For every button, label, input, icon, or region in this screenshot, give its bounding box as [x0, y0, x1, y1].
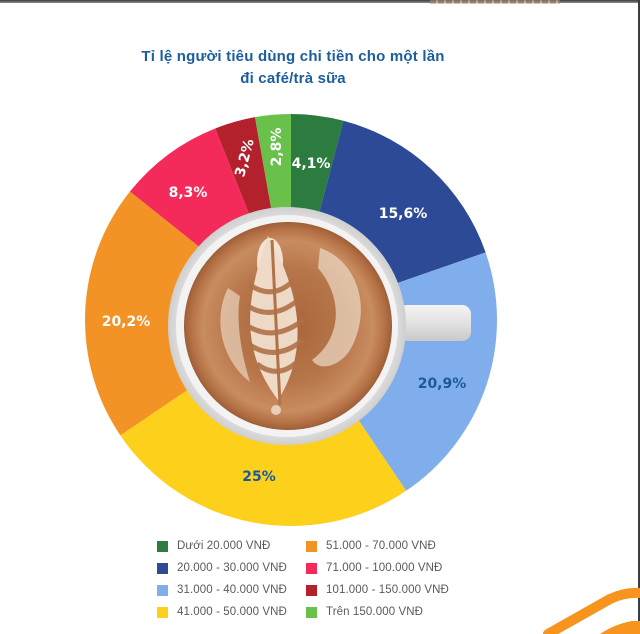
coffee-cup-image [168, 207, 471, 445]
legend-label: 71.000 - 100.000 VNĐ [326, 562, 443, 574]
legend-swatch [306, 540, 317, 552]
legend-swatch [157, 562, 168, 574]
latte-art-icon [220, 236, 361, 415]
slice-value-label: 4,1% [292, 156, 331, 172]
legend-swatch [306, 562, 317, 574]
legend-item: 51.000 - 70.000 VNĐ [306, 538, 477, 554]
slice-value-label: 20,9% [418, 376, 467, 392]
legend-swatch [157, 606, 168, 618]
chart-title: Tỉ lệ người tiêu dùng chi tiền cho một l… [0, 46, 586, 90]
legend-item: 101.000 - 150.000 VNĐ [306, 582, 477, 598]
chart-title-line-1: Tỉ lệ người tiêu dùng chi tiền cho một l… [141, 48, 445, 65]
legend-item: Trên 150.000 VNĐ [306, 604, 477, 620]
legend-swatch [157, 540, 168, 552]
chart-title-line-2: đi café/trà sữa [240, 70, 346, 87]
legend-item: 71.000 - 100.000 VNĐ [306, 560, 477, 576]
slice-value-label: 8,3% [169, 185, 208, 201]
legend-label: 41.000 - 50.000 VNĐ [177, 606, 287, 618]
top-window-bar [0, 0, 640, 3]
slice-value-label: 25% [242, 469, 276, 485]
legend-label: 101.000 - 150.000 VNĐ [326, 584, 449, 596]
faint-header-caption [430, 0, 560, 4]
legend-item: 31.000 - 40.000 VNĐ [157, 582, 306, 598]
legend-label: Trên 150.000 VNĐ [326, 606, 424, 618]
legend-item: Dưới 20.000 VNĐ [157, 538, 306, 554]
legend-label: 51.000 - 70.000 VNĐ [326, 540, 436, 552]
slice-value-label: 15,6% [379, 206, 428, 222]
legend-item: 20.000 - 30.000 VNĐ [157, 560, 306, 576]
legend-swatch [306, 584, 317, 596]
legend-swatch [157, 584, 168, 596]
chart-legend: Dưới 20.000 VNĐ 51.000 - 70.000 VNĐ 20.0… [157, 538, 477, 620]
legend-label: 31.000 - 40.000 VNĐ [177, 584, 287, 596]
right-frame-edge [638, 0, 640, 634]
legend-swatch [306, 606, 317, 618]
cup-handle [398, 305, 471, 341]
legend-label: Dưới 20.000 VNĐ [177, 540, 271, 552]
slice-value-label: 2,8% [269, 128, 285, 167]
legend-label: 20.000 - 30.000 VNĐ [177, 562, 287, 574]
slice-value-label: 20,2% [102, 314, 151, 330]
legend-item: 41.000 - 50.000 VNĐ [157, 604, 306, 620]
